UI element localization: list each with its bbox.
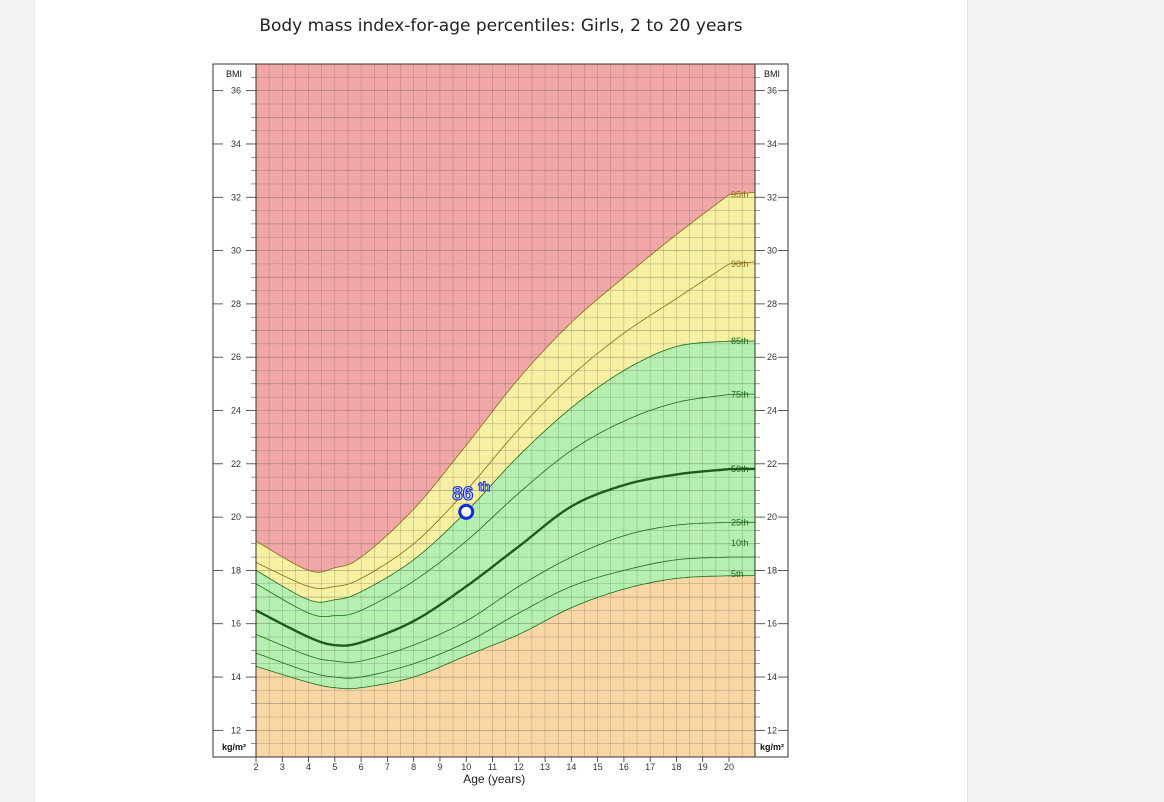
x-tick-label: 7 <box>385 762 390 772</box>
x-tick-label: 8 <box>411 762 416 772</box>
y-tick-label-left: 26 <box>231 352 241 362</box>
x-tick-label: 9 <box>437 762 442 772</box>
curve-label-75th: 75th <box>731 390 749 400</box>
y-tick-label-left: 28 <box>231 299 241 309</box>
y-tick-label-left: 30 <box>231 246 241 256</box>
y-tick-label-left: 22 <box>231 459 241 469</box>
y-tick-label-right: 20 <box>767 512 777 522</box>
curve-75th <box>256 393 755 617</box>
percentile-curves: 95th 90th 85th 75th 50th 25th 10th 5th <box>256 190 755 690</box>
y-tick-label-left: 14 <box>231 672 241 682</box>
y-tick-label-right: 18 <box>767 565 777 575</box>
unit-label-right: kg/m² <box>760 742 784 752</box>
patient-percentile-suffix: th <box>478 479 490 494</box>
curve-10th <box>256 556 755 679</box>
chart-title: Body mass index-for-age percentiles: Gir… <box>259 16 743 36</box>
y-tick-label-right: 32 <box>767 192 777 202</box>
y-axis-label-right: BMI <box>764 69 780 79</box>
x-tick-label: 11 <box>488 762 497 772</box>
y-tick-label-left: 18 <box>231 565 241 575</box>
x-tick-label: 2 <box>253 762 258 772</box>
curve-label-90th: 90th <box>731 259 749 269</box>
unit-label-left: kg/m² <box>222 742 246 752</box>
y-tick-label-left: 32 <box>231 192 241 202</box>
x-tick-label: 10 <box>461 762 471 772</box>
y-tick-label-left: 16 <box>231 619 241 629</box>
y-tick-label-right: 34 <box>767 139 777 149</box>
y-tick-label-right: 12 <box>767 725 777 735</box>
curve-label-85th: 85th <box>731 336 749 346</box>
axis-labels: BMI BMI kg/m² kg/m² Age (years) <box>222 69 784 786</box>
curve-label-50th: 50th <box>731 464 749 474</box>
y-tick-label-left: 34 <box>231 139 241 149</box>
y-tick-label-right: 36 <box>767 86 777 96</box>
curve-label-5th: 5th <box>731 569 744 579</box>
patient-marker: 86 th <box>452 478 491 520</box>
x-tick-label: 12 <box>514 762 524 772</box>
y-tick-label-left: 36 <box>231 86 241 96</box>
x-tick-label: 20 <box>724 762 734 772</box>
y-axis-label-left: BMI <box>226 69 242 79</box>
x-tick-label: 3 <box>280 762 285 772</box>
x-tick-label: 13 <box>540 762 550 772</box>
patient-point <box>458 503 475 520</box>
curve-5th <box>256 575 755 690</box>
y-tick-label-right: 22 <box>767 459 777 469</box>
y-tick-label-left: 12 <box>231 725 241 735</box>
y-tick-label-right: 16 <box>767 619 777 629</box>
curve-90th <box>256 261 755 589</box>
patient-percentile-label: 86 <box>452 484 473 505</box>
x-tick-label: 14 <box>566 762 576 772</box>
y-tick-label-left: 20 <box>231 512 241 522</box>
curve-label-10th: 10th <box>731 538 749 548</box>
y-tick-label-left: 24 <box>231 406 241 416</box>
curve-label-25th: 25th <box>731 517 749 527</box>
curve-95th <box>256 192 755 573</box>
curve-25th <box>256 521 755 663</box>
y-tick-label-right: 30 <box>767 246 777 256</box>
x-tick-label: 19 <box>698 762 708 772</box>
y-tick-label-right: 28 <box>767 299 777 309</box>
x-tick-label: 6 <box>359 762 364 772</box>
x-tick-label: 15 <box>593 762 603 772</box>
y-tick-label-right: 26 <box>767 352 777 362</box>
x-tick-label: 18 <box>671 762 681 772</box>
curve-label-95th: 95th <box>731 190 749 200</box>
x-tick-label: 16 <box>619 762 629 772</box>
x-tick-label: 4 <box>306 762 311 772</box>
y-tick-label-right: 24 <box>767 406 777 416</box>
curve-50th <box>256 467 755 647</box>
x-axis-label: Age (years) <box>463 772 525 786</box>
y-tick-label-right: 14 <box>767 672 777 682</box>
x-tick-label: 5 <box>332 762 337 772</box>
x-tick-label: 17 <box>645 762 655 772</box>
